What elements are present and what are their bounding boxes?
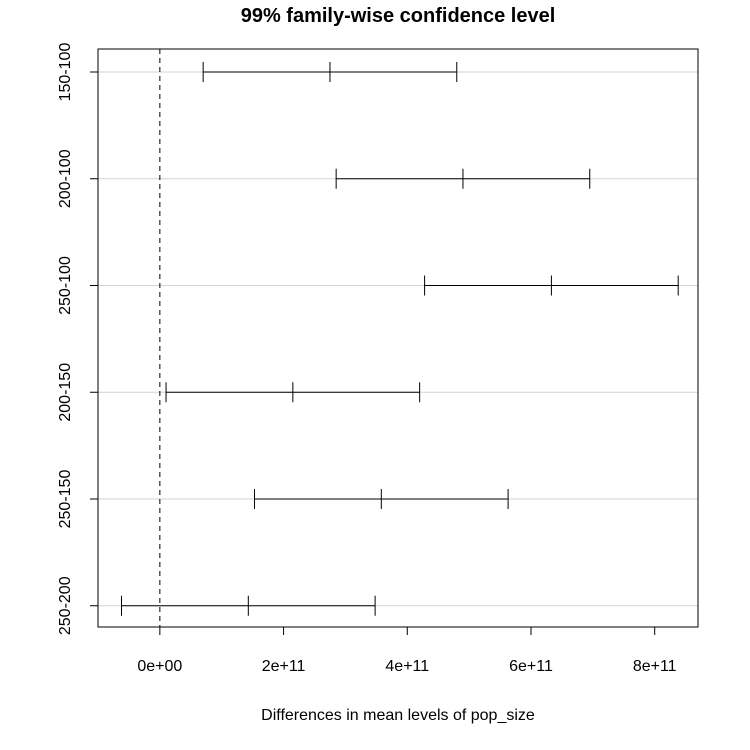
interval-200-150	[165, 382, 421, 403]
y-axis: 150-100 200-100 250-100 200-150 250-150 250-2…	[57, 43, 98, 635]
interval-200-100	[335, 168, 591, 189]
x-tick-label: 8e+11	[633, 658, 677, 675]
interval-250-200	[121, 595, 376, 616]
confidence-intervals	[121, 62, 679, 616]
horizontal-gridlines	[98, 71, 698, 607]
chart-title: 99% family-wise confidence level	[241, 5, 556, 27]
y-tick-label: 200-100	[57, 149, 74, 208]
y-tick-label: 200-150	[57, 363, 74, 422]
x-tick-label: 4e+11	[385, 658, 429, 675]
y-tick-label: 250-200	[57, 576, 74, 635]
x-tick-label: 2e+11	[262, 658, 306, 675]
interval-150-100	[202, 62, 458, 82]
x-axis-title: Differences in mean levels of pop_size	[261, 707, 535, 724]
x-axis: 0e+00 2e+11 4e+11 6e+11 8e+11	[137, 626, 677, 675]
interval-250-100	[424, 275, 679, 296]
y-tick-label: 150-100	[57, 43, 74, 102]
interval-250-150	[253, 489, 509, 509]
x-tick-label: 6e+11	[509, 658, 553, 675]
plot-frame	[97, 48, 699, 628]
y-tick-label: 250-100	[57, 256, 74, 315]
y-tick-label: 250-150	[57, 470, 74, 529]
x-tick-label: 0e+00	[137, 658, 182, 675]
